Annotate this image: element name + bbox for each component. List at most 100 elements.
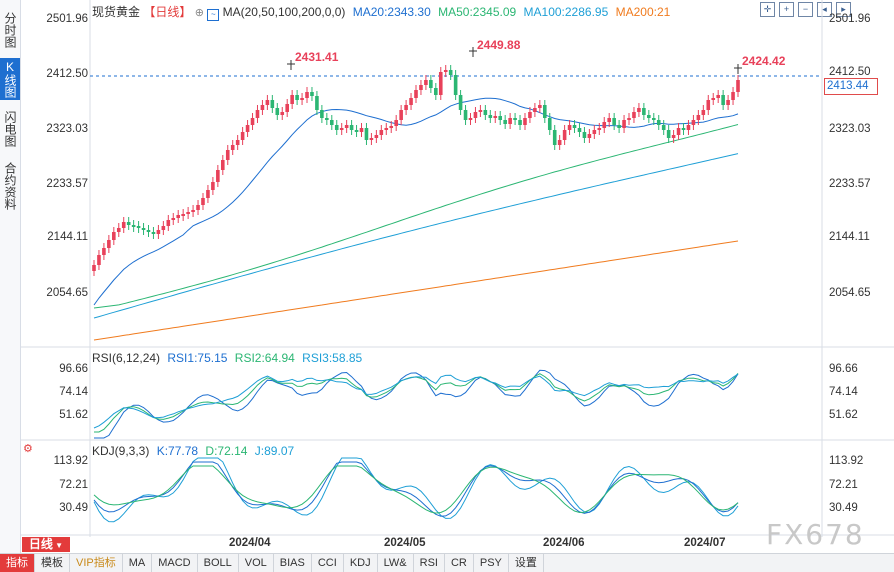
price-axis-right-3: 2233.57 [829,178,871,190]
kdj-gear-icon[interactable]: ⚙ [23,443,33,455]
candle-body [647,115,651,118]
candle-body [146,230,151,232]
candle-body [681,128,686,130]
price-axis-left-2: 2323.03 [46,123,88,135]
candle-body [463,110,468,120]
candle-body [349,125,354,130]
toolbar-vol[interactable]: VOL [239,554,274,572]
candle-body [547,118,552,130]
chart-canvas[interactable] [0,0,894,553]
rsi3-value: RSI3:58.85 [302,351,363,365]
toolbar-cci[interactable]: CCI [312,554,344,572]
candle-body [434,88,438,95]
candle-body [344,125,349,128]
tab-contract-info[interactable]: 合约资料 [3,162,17,210]
candle-body [354,130,359,132]
toolbar-kdj[interactable]: KDJ [344,554,378,572]
toolbar-indicator[interactable]: 指标 [0,554,35,572]
zoom-out-icon[interactable]: − [798,2,813,17]
ma-indicator-icon[interactable]: ~ [207,9,220,21]
candle-body [384,128,389,130]
toolbar-bias[interactable]: BIAS [274,554,312,572]
rsi1-value: RSI1:75.15 [167,351,228,365]
candle-body [513,118,517,120]
candle-body [429,80,433,88]
candle-body [666,130,671,138]
date-label-3: 2024/07 [684,537,726,549]
kdj-axis-left-0: 113.92 [53,455,88,467]
date-label-1: 2024/05 [384,537,426,549]
candle-body [488,115,493,118]
candle-body [721,95,725,105]
candle-body [329,120,334,125]
candle-body [656,120,661,125]
rsi-title: RSI(6,12,24) [92,351,161,365]
candle-body [334,125,339,130]
tab-flash[interactable]: 闪电图 [3,111,17,147]
price-axis-right-5: 2054.65 [829,287,871,299]
candle-body [260,105,265,110]
candle-body [235,140,240,145]
period-button[interactable]: 日线 ▼ [22,537,70,552]
candle-body [671,135,676,138]
candle-body [538,105,542,108]
candle-body [141,228,146,230]
candle-body [592,130,597,134]
candle-body [112,232,116,240]
toolbar-ma[interactable]: MA [123,554,153,572]
settings-icon[interactable]: ⊕ [194,7,204,19]
rsi-axis-left-2: 51.62 [59,409,88,421]
candle-body [171,218,176,220]
candle-body [151,232,156,234]
candle-body [305,92,309,98]
toolbar-lw[interactable]: LW& [378,554,414,572]
candle-body [622,120,626,128]
candle-body [92,265,96,271]
candle-body [543,105,547,118]
tab-intraday[interactable]: 分时图 [3,12,17,48]
indicator-toolbar: 指标 模板 VIP指标 MA MACD BOLL VOL BIAS CCI KD… [0,553,894,572]
candle-body [315,96,319,110]
crosshair-icon[interactable]: ✛ [760,2,775,17]
toolbar-macd[interactable]: MACD [152,554,198,572]
candle-body [577,128,582,132]
candle-body [716,95,720,98]
candle-body [612,118,616,125]
kdj-d-line [93,465,739,514]
kdj-axis-right-0: 113.92 [829,455,864,467]
chart-header: 现货黄金 【日线】 ⊕ ~ MA(20,50,100,200,0,0) MA20… [92,3,670,21]
scroll-right-icon[interactable]: ▸ [836,2,851,17]
tab-kline[interactable]: K线图 [0,58,20,100]
rsi2-line [94,372,739,433]
candle-body [582,132,587,138]
candle-body [181,214,185,216]
toolbar-settings[interactable]: 设置 [509,554,544,572]
toolbar-template[interactable]: 模板 [35,554,70,572]
period-label[interactable]: 【日线】 [143,5,192,19]
ma200-line [93,240,739,341]
price-axis-left-3: 2233.57 [46,178,88,190]
zoom-in-icon[interactable]: + [779,2,794,17]
rsi3-line [93,373,739,429]
candle-body [176,215,181,218]
candle-body [369,138,374,140]
candle-body [379,130,384,135]
scroll-left-icon[interactable]: ◂ [817,2,832,17]
kdj-axis-right-1: 72.21 [829,479,858,491]
kdj-axis-left-2: 30.49 [59,502,88,514]
candle-body [201,198,205,205]
candle-body [637,108,641,112]
candle-body [156,230,161,234]
ma-params: MA(20,50,100,200,0,0) [222,5,346,19]
toolbar-vip-indicator[interactable]: VIP指标 [70,554,123,572]
rsi-axis-right-2: 51.62 [829,409,858,421]
toolbar-rsi[interactable]: RSI [414,554,445,572]
toolbar-cr[interactable]: CR [445,554,474,572]
candle-body [493,116,498,118]
candle-body [280,112,285,115]
candle-body [483,110,488,115]
candle-body [250,118,255,125]
toolbar-boll[interactable]: BOLL [198,554,239,572]
toolbar-psy[interactable]: PSY [474,554,509,572]
candle-body [116,228,121,232]
